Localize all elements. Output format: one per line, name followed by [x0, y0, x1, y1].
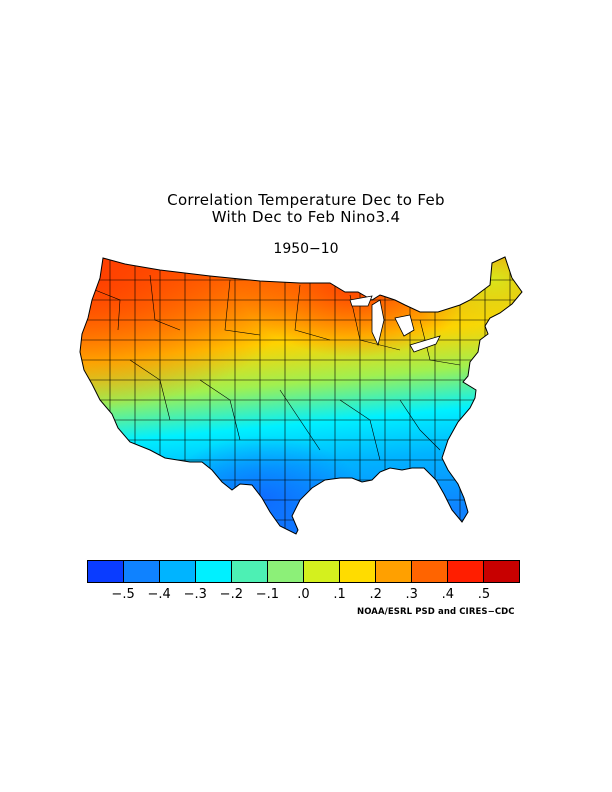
legend-swatch-8: [376, 561, 412, 582]
color-legend: [87, 560, 520, 583]
credit-text: NOAA/ESRL PSD and CIRES−CDC: [357, 607, 515, 617]
legend-swatch-9: [412, 561, 448, 582]
lake-superior: [349, 295, 373, 307]
title-line-1: Correlation Temperature Dec to Feb: [167, 191, 445, 209]
legend-swatch-1: [124, 561, 160, 582]
period-label: 1950−10: [273, 241, 339, 257]
title-block: Correlation Temperature Dec to Feb With …: [0, 191, 612, 258]
legend-swatch-3: [196, 561, 232, 582]
legend-tick-label: −.4: [147, 587, 171, 602]
legend-tick-label: −.1: [255, 587, 280, 602]
legend-tick-label: .5: [477, 587, 491, 602]
gulf-cold-anomaly: [80, 257, 522, 534]
legend-tick-label: −.5: [111, 587, 135, 602]
legend-tick-label: .3: [405, 587, 418, 602]
legend-swatch-4: [232, 561, 268, 582]
color-legend-ticks: −.5 −.4 −.3 −.2 −.1 .0 .1 .2 .3 .4 .5: [0, 587, 612, 603]
legend-swatch-2: [160, 561, 196, 582]
legend-tick-label: .4: [441, 587, 455, 602]
legend-swatch-0: [88, 561, 124, 582]
legend-tick-label: .1: [333, 587, 346, 602]
title-line-2: With Dec to Feb Nino3.4: [211, 208, 401, 226]
legend-swatch-11: [484, 561, 519, 582]
us-outline: [79, 256, 523, 535]
legend-swatch-10: [448, 561, 484, 582]
legend-tick-label: −.3: [183, 587, 207, 602]
lake-huron: [394, 314, 415, 337]
legend-swatch-7: [340, 561, 376, 582]
lake-michigan: [371, 299, 385, 347]
legend-swatch-6: [304, 561, 340, 582]
legend-tick-label: −.2: [219, 587, 243, 602]
legend-tick-label: .2: [369, 587, 382, 602]
legend-tick-label: .0: [297, 587, 310, 602]
legend-swatch-5: [268, 561, 304, 582]
lake-erie: [409, 335, 441, 353]
